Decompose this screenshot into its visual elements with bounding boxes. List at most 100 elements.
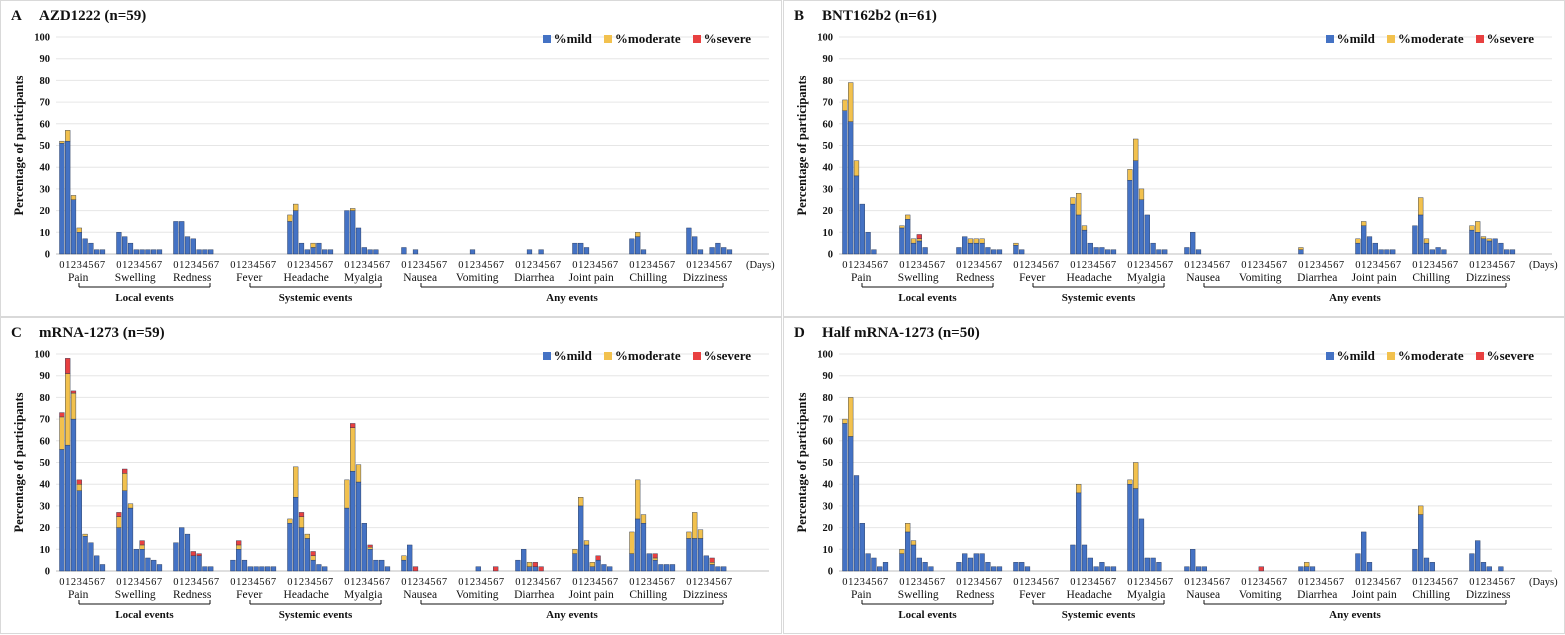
legend-swatch-mild [542,35,551,43]
day-tick-label: 3 [1088,577,1093,588]
bar-moderate [1418,505,1424,515]
category-label: Vomiting [1239,589,1282,601]
day-tick-label: 2 [698,260,703,271]
day-tick-label: 4 [139,260,145,271]
category-label: Headache [284,589,329,601]
day-tick-label: 4 [1207,260,1213,271]
bar-severe [116,512,122,517]
day-tick-label: 4 [538,577,544,588]
category-label: Dizziness [1466,589,1511,601]
bar-moderate [1081,225,1088,231]
bar-moderate [916,238,922,242]
category-label: Redness [173,272,212,284]
category-label: Chilling [629,272,667,284]
day-tick-label: 4 [1150,577,1156,588]
day-tick-label: 5 [1099,260,1104,271]
day-tick-label: 0 [458,577,463,588]
day-tick-label: 5 [259,260,264,271]
day-tick-label: 4 [367,260,373,271]
day-tick-label: 6 [664,577,669,588]
day-tick-label: 4 [1435,577,1441,588]
bar-moderate [127,503,134,509]
bar-mild [1156,249,1162,255]
day-tick-label: 5 [601,577,606,588]
bar-mild [1304,566,1310,572]
legend-label-moderate: %moderate [614,348,681,363]
y-tick-label: 100 [817,33,833,44]
bar-mild [116,527,122,572]
bar-mild [344,210,350,255]
bar-severe [310,551,316,557]
day-tick-label: 6 [436,260,441,271]
category-label: Swelling [898,272,939,284]
day-tick-label: 1 [293,577,298,588]
bar-moderate [905,523,911,533]
bar-mild [1013,245,1019,255]
day-tick-label: 1 [1247,577,1252,588]
bar-mild [327,249,334,255]
category-label: Headache [1067,589,1112,601]
bar-mild [88,242,94,255]
bar-mild [962,553,968,572]
legend-item-severe: %severe [692,348,751,364]
day-tick-label: 5 [1270,260,1275,271]
day-tick-label: 0 [1469,260,1474,271]
day-tick-label: 6 [1276,260,1281,271]
day-tick-label: 2 [71,577,76,588]
bar-mild [99,249,106,255]
day-tick-label: 6 [94,577,99,588]
day-tick-label: 0 [173,577,178,588]
day-tick-label: 6 [550,260,555,271]
bar-mild [1019,562,1025,572]
day-tick-label: 6 [208,260,213,271]
bar-mild [985,247,991,255]
day-tick-label: 7 [157,260,162,271]
y-tick-label: 90 [40,371,51,382]
bar-moderate [344,479,350,509]
day-tick-label: 7 [1111,260,1116,271]
bar-mild [99,564,106,572]
bar-mild [70,199,77,255]
chart-title: AZD1222 (n=59) [39,8,147,24]
bar-mild [1162,249,1168,255]
bar-mild [726,249,733,255]
bar-mild [401,247,407,255]
day-tick-label: 3 [1316,577,1321,588]
legend-label-severe: %severe [703,348,751,363]
day-tick-label: 5 [1156,260,1161,271]
day-tick-label: 1 [1247,260,1252,271]
day-tick-label: 7 [1282,577,1287,588]
day-tick-label: 5 [1384,260,1389,271]
day-tick-label: 7 [1168,577,1173,588]
day-tick-label: 5 [871,260,876,271]
y-tick-label: 40 [823,163,834,174]
day-tick-label: 5 [316,260,321,271]
bar-moderate [572,549,578,554]
category-label: Chilling [629,589,667,601]
day-tick-label: 0 [230,577,235,588]
bar-mild [236,549,242,572]
bar-mild [298,242,305,255]
bar-mild [715,242,721,255]
bar-mild [1019,249,1025,255]
bar-moderate [652,557,658,561]
bar-mild [1480,562,1487,572]
day-tick-label: 2 [413,577,418,588]
bar-mild [715,566,721,572]
day-tick-label: 6 [877,260,882,271]
category-label: Vomiting [1239,272,1282,284]
day-tick-label: 3 [647,577,652,588]
day-tick-label: 2 [413,260,418,271]
day-tick-label: 7 [940,577,945,588]
category-label: Nausea [1186,589,1220,601]
bar-mild [344,507,350,572]
bar-mild [1355,553,1361,572]
day-tick-label: 5 [1498,577,1503,588]
day-tick-label: 5 [373,577,378,588]
bar-mild [1298,249,1304,255]
day-tick-label: 5 [202,260,207,271]
category-label: Swelling [898,589,939,601]
category-label: Diarrhea [1297,272,1337,284]
legend-item-severe: %severe [1475,31,1534,47]
day-tick-label: 0 [1070,577,1075,588]
